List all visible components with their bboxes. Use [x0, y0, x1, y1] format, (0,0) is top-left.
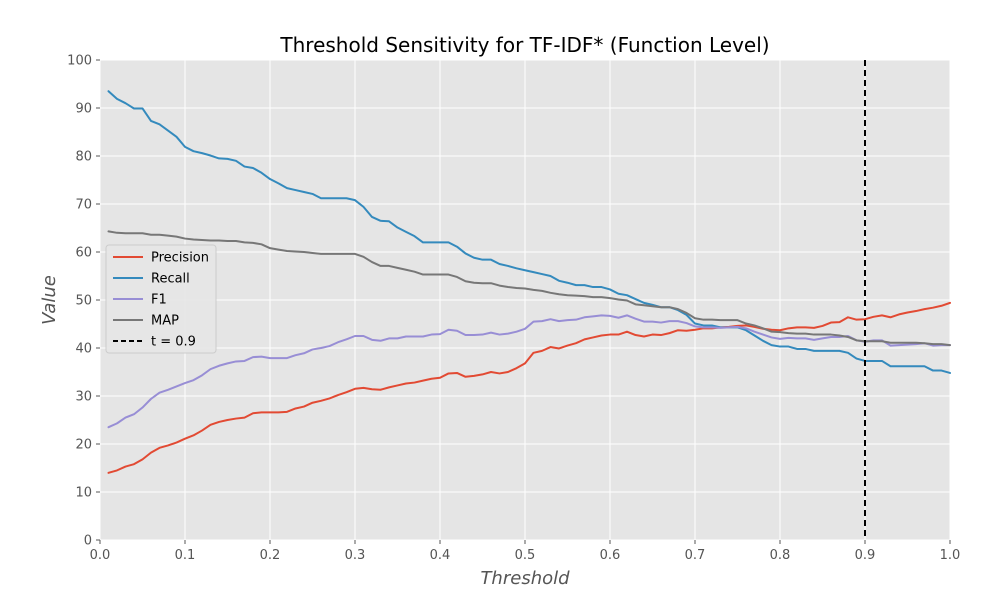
legend-label: Recall: [151, 272, 190, 287]
y-tick-label: 90: [75, 102, 92, 117]
series-line-map: [107, 230, 951, 347]
y-tick-label: 100: [67, 54, 92, 69]
y-tick-label: 20: [75, 438, 92, 453]
legend: Precision Recall F1 MAP t = 0.9: [105, 244, 217, 354]
y-tick-label: 60: [75, 246, 92, 261]
legend-label: F1: [151, 293, 167, 308]
y-tick-label: 30: [75, 390, 92, 405]
x-tick-label: 0.7: [685, 548, 706, 563]
y-tick-label: 40: [75, 342, 92, 357]
x-tick-label: 1.0: [940, 548, 961, 563]
x-tick-label: 0.8: [770, 548, 791, 563]
y-tick-label: 10: [75, 486, 92, 501]
y-tick-label: 50: [75, 294, 92, 309]
series-layer: [107, 90, 951, 474]
legend-label: t = 0.9: [151, 335, 196, 350]
legend-label: Precision: [151, 251, 209, 266]
x-tick-label: 0.2: [260, 548, 281, 563]
x-tick-label: 0.0: [90, 548, 111, 563]
y-axis-label: Value: [39, 275, 60, 325]
x-tick-label: 0.4: [430, 548, 451, 563]
x-tick-label: 0.1: [175, 548, 196, 563]
y-tick-label: 70: [75, 198, 92, 213]
series-line-f1: [107, 314, 951, 429]
y-tick-label: 0: [84, 534, 92, 549]
y-ticks: 0 10 20 30 40 50 60 70 80 90 100: [67, 54, 100, 549]
x-tick-label: 0.3: [345, 548, 366, 563]
series-line-precision: [107, 301, 951, 474]
x-tick-label: 0.9: [855, 548, 876, 563]
legend-box: [105, 244, 217, 354]
x-tick-label: 0.6: [600, 548, 621, 563]
x-axis-label: Threshold: [480, 568, 570, 589]
y-tick-label: 80: [75, 150, 92, 165]
x-ticks: 0.0 0.1 0.2 0.3 0.4 0.5 0.6 0.7 0.8 0.9 1.0: [90, 540, 961, 563]
chart-title: Threshold Sensitivity for TF-IDF* (Funct…: [279, 33, 769, 57]
legend-label: MAP: [151, 314, 179, 329]
series-line-recall: [107, 90, 951, 374]
x-tick-label: 0.5: [515, 548, 536, 563]
